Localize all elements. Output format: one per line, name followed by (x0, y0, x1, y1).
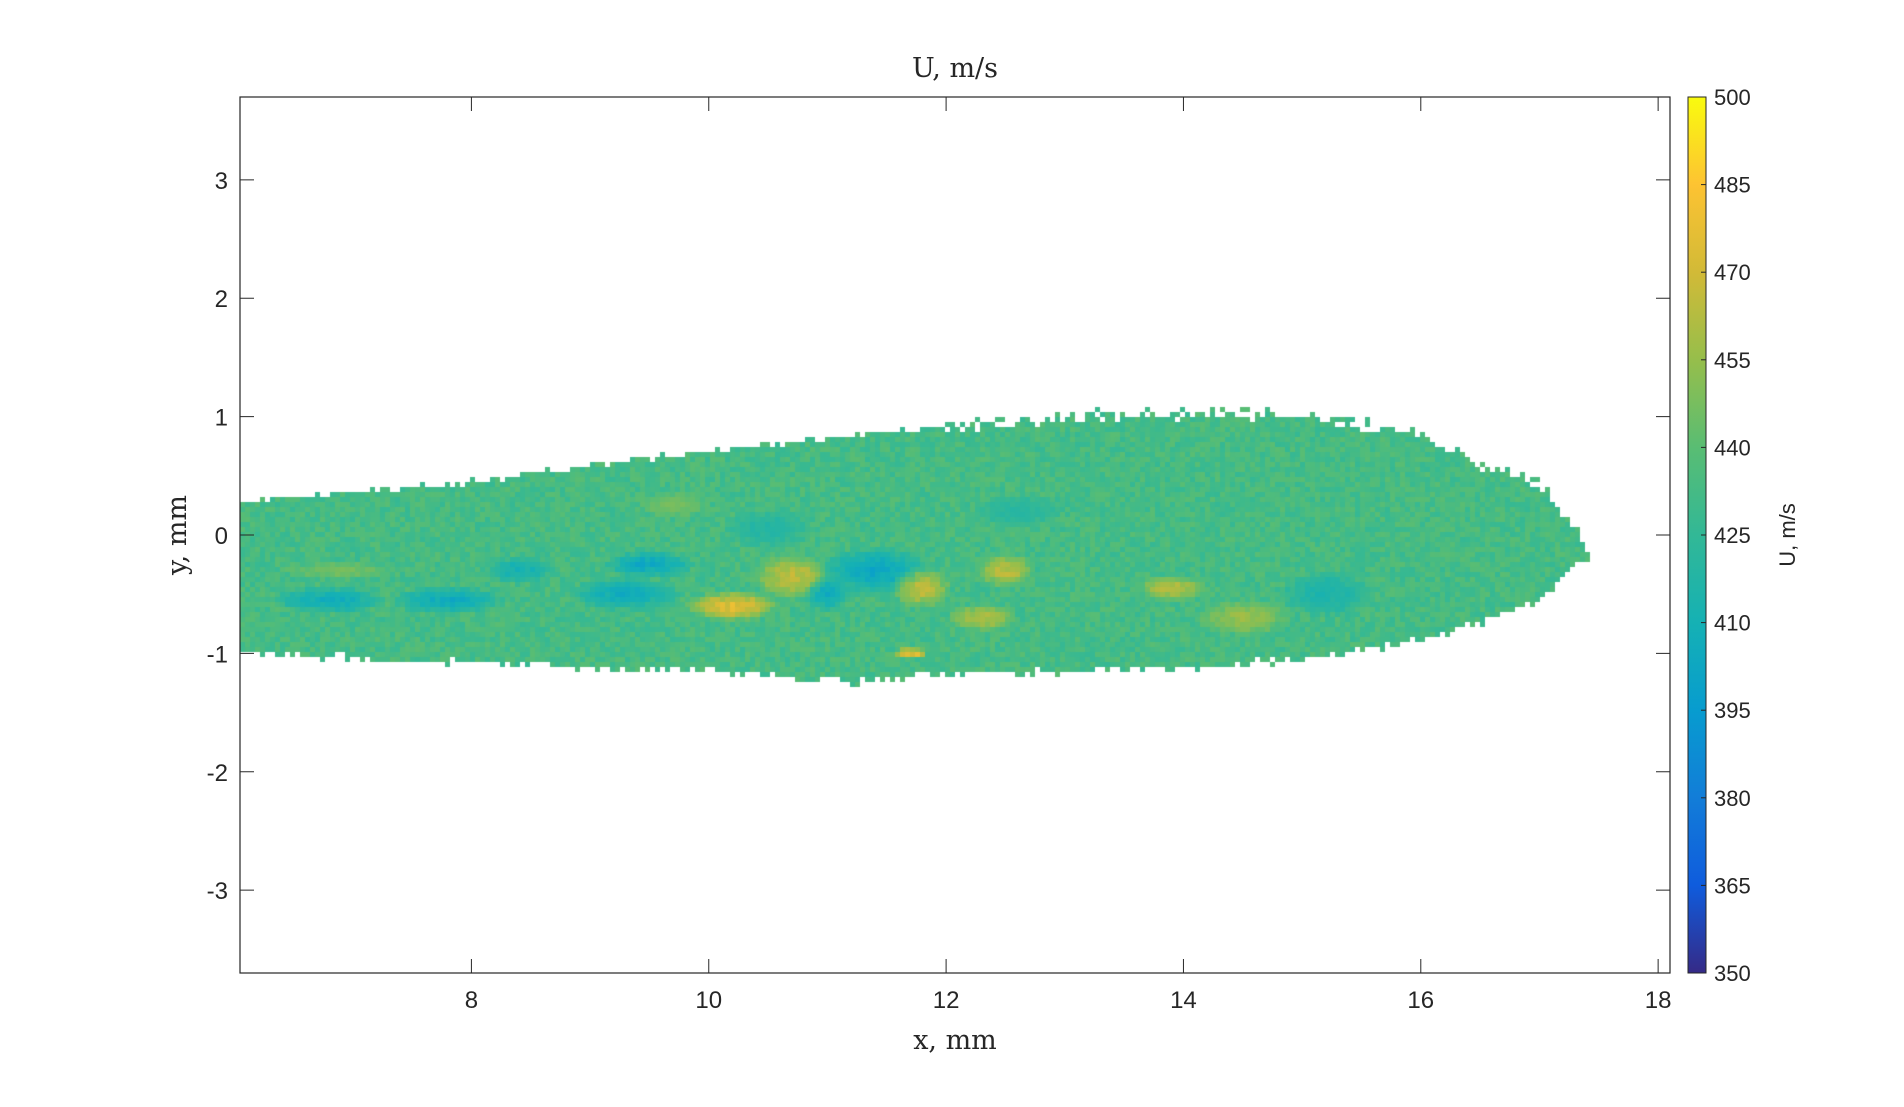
x-tick-label: 16 (1407, 987, 1434, 1014)
y-tick-label: 1 (215, 405, 228, 432)
colorbar-tick-label: 470 (1714, 260, 1751, 285)
colorbar-tick-label: 485 (1714, 173, 1751, 198)
y-tick-label: 0 (215, 523, 228, 550)
y-tick-label: -1 (207, 641, 228, 668)
colorbar-tick-label: 395 (1714, 698, 1751, 723)
colorbar-tick-label: 410 (1714, 611, 1751, 636)
colorbar: 350 365 380 395 410 425 440 455 470 485 500 U, m/s (1687, 85, 1800, 986)
y-tick-label: 3 (215, 168, 228, 195)
x-tick-label: 18 (1645, 987, 1672, 1014)
velocity-heatmap (240, 97, 1670, 973)
y-tick-label: -3 (207, 878, 228, 905)
x-axis-ticks: 8 10 12 14 16 18 (465, 97, 1672, 1014)
chart-title: U, m/s (912, 53, 998, 84)
y-axis-label: y, mm (162, 495, 193, 576)
y-tick-label: 2 (215, 286, 228, 313)
x-tick-label: 12 (933, 987, 960, 1014)
x-tick-label: 8 (465, 987, 478, 1014)
heatmap-plot-area (240, 97, 1670, 973)
x-tick-label: 10 (695, 987, 722, 1014)
colorbar-tick-label: 440 (1714, 435, 1751, 460)
colorbar-tick-label: 350 (1714, 961, 1751, 986)
colorbar-tick-label: 425 (1714, 523, 1751, 548)
colorbar-ticks: 350 365 380 395 410 425 440 455 470 485 500 (1701, 85, 1751, 986)
y-axis-ticks: -3 -2 -1 0 1 2 3 (207, 168, 1670, 905)
colorbar-tick-label: 380 (1714, 786, 1751, 811)
colorbar-tick-label: 455 (1714, 348, 1751, 373)
x-axis-label: x, mm (913, 1025, 997, 1056)
colorbar-tick-label: 365 (1714, 873, 1751, 898)
y-tick-label: -2 (207, 760, 228, 787)
colorbar-tick-label: 500 (1714, 85, 1751, 110)
x-tick-label: 14 (1170, 987, 1197, 1014)
colorbar-label: U, m/s (1775, 503, 1800, 567)
